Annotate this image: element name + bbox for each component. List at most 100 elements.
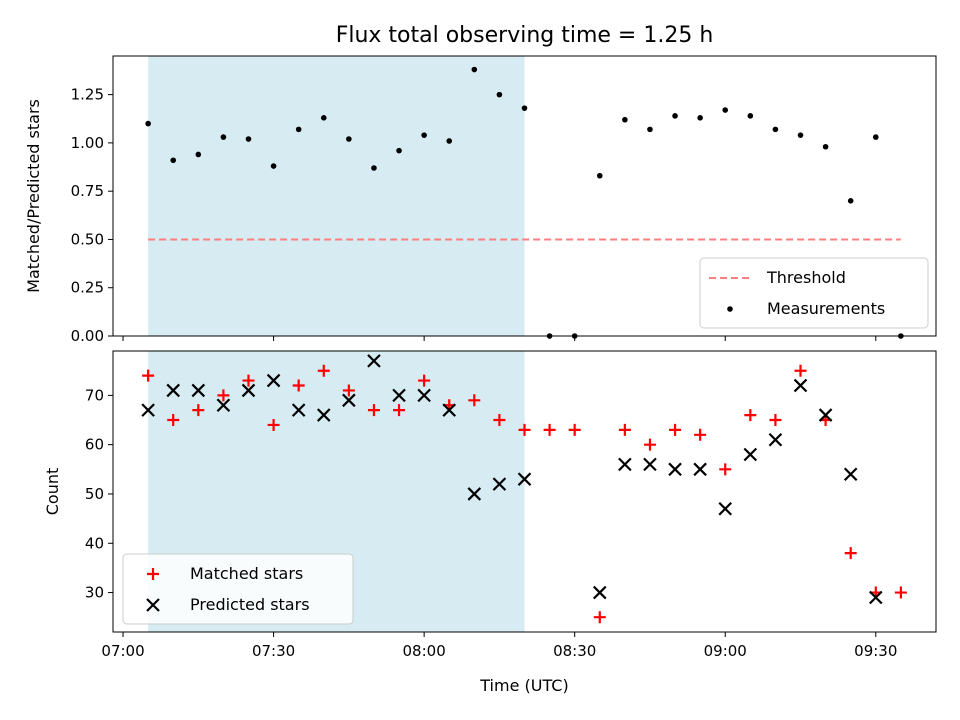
measurement-point: [195, 151, 202, 158]
predicted-star-point: [517, 472, 532, 486]
legend-label: Predicted stars: [190, 595, 310, 614]
legend-label: Threshold: [766, 268, 846, 287]
legend: Threshold Measurements: [699, 257, 929, 329]
measurement-point: [471, 66, 478, 73]
matched-star-point: [518, 423, 531, 436]
x-axis-label: Time (UTC): [479, 676, 568, 695]
predicted-star-point: [467, 487, 482, 501]
x-tick-label: 09:00: [704, 642, 747, 660]
measurement-point: [346, 136, 352, 142]
predicted-star-point: [191, 383, 206, 398]
series-predicted-stars: [141, 354, 883, 605]
predicted-star-point: [291, 403, 306, 417]
predicted-star-point: [592, 585, 607, 600]
matched-star-point: [769, 414, 782, 427]
shaded-interval: [148, 56, 525, 336]
legend: Matched stars Predicted stars: [122, 553, 354, 625]
x-tick-label: 08:30: [553, 642, 596, 660]
measurement-point: [772, 126, 779, 133]
matched-star-point: [618, 423, 631, 436]
matched-star-point: [267, 418, 280, 431]
predicted-star-point: [818, 408, 833, 422]
y-tick-label: 0.25: [71, 279, 104, 297]
predicted-star-point: [643, 457, 657, 472]
predicted-star-point: [743, 447, 758, 462]
matched-star-point: [393, 404, 406, 417]
matched-star-point: [694, 428, 707, 441]
matched-star-point: [217, 389, 230, 402]
predicted-star-point: [869, 590, 883, 605]
predicted-star-point: [618, 457, 632, 472]
matched-star-point: [493, 414, 506, 427]
x-tick-label: 09:30: [854, 642, 897, 660]
measurement-point: [295, 126, 302, 133]
x-tick-label: 07:30: [252, 642, 295, 660]
plot-frame: [112, 55, 937, 337]
y-tick-label: 30: [85, 584, 104, 602]
legend-label: Measurements: [767, 299, 885, 318]
measurement-point: [722, 107, 729, 113]
matched-star-point: [568, 423, 581, 436]
matched-star-point: [844, 547, 857, 560]
y-tick-label: 60: [85, 436, 104, 454]
matched-star-point: [744, 409, 757, 422]
y-axis-label: Count: [43, 468, 62, 516]
predicted-star-point: [166, 383, 180, 398]
y-tick-label: 1.25: [71, 86, 104, 104]
measurement-point: [521, 105, 528, 111]
chart-title: Flux total observing time = 1.25 h: [336, 23, 714, 48]
measurement-point: [847, 198, 854, 204]
measurement-point: [496, 91, 503, 98]
matched-star-point: [167, 414, 180, 427]
panel-2: 30 40 50 60 70 07:00 07:30 08:00 08:30 09:00 09:30…: [43, 350, 937, 660]
matched-star-point: [418, 374, 431, 387]
y-tick-label: 40: [85, 534, 104, 552]
legend-measurement-swatch: [727, 306, 733, 312]
y-tick-label: 0.75: [71, 182, 104, 200]
predicted-star-point: [241, 383, 256, 398]
measurement-point: [446, 138, 453, 144]
predicted-star-point: [216, 398, 231, 413]
x-tick-label: 08:00: [403, 642, 446, 660]
measurement-point: [822, 143, 829, 150]
measurement-point: [220, 134, 227, 140]
predicted-star-point: [718, 501, 733, 516]
predicted-star-point: [492, 477, 507, 491]
y-tick-label: 1.00: [71, 134, 104, 152]
measurement-point: [622, 116, 628, 123]
y-tick-label: 70: [85, 386, 104, 404]
matched-star-point: [669, 423, 682, 436]
y-tick-label: 50: [85, 485, 104, 503]
measurement-point: [747, 113, 754, 119]
legend-box: [699, 257, 929, 329]
measurement-point: [647, 126, 653, 133]
matched-star-point: [367, 404, 380, 417]
matched-star-point: [468, 394, 481, 407]
measurement-point: [596, 172, 603, 179]
predicted-star-point: [266, 373, 281, 388]
matched-star-point: [719, 463, 732, 476]
matched-star-point: [242, 374, 255, 387]
measurement-point: [245, 136, 252, 142]
measurement-point: [421, 132, 427, 138]
predicted-star-point: [392, 388, 406, 403]
y-axis-label: Matched/Predicted stars: [24, 99, 43, 293]
measurement-point: [872, 134, 879, 140]
series-measurements: [145, 66, 904, 339]
legend-label: Matched stars: [190, 564, 303, 583]
panel-1: 0.00 0.25 0.50 0.75 1.00 1.25 Matched/Predicte…: [24, 55, 937, 345]
y-tick-label: 0.00: [71, 327, 104, 345]
predicted-star-point: [417, 388, 431, 403]
measurement-point: [320, 114, 327, 121]
predicted-star-point: [367, 354, 381, 368]
x-tick-label: 07:00: [101, 642, 144, 660]
measurement-point: [396, 147, 402, 154]
measurement-point: [170, 157, 177, 164]
legend-box: [122, 553, 354, 625]
predicted-star-point: [141, 403, 155, 417]
predicted-star-point: [768, 432, 783, 447]
matched-star-point: [543, 423, 556, 436]
matched-star-point: [292, 379, 305, 392]
predicted-star-point: [442, 403, 457, 417]
